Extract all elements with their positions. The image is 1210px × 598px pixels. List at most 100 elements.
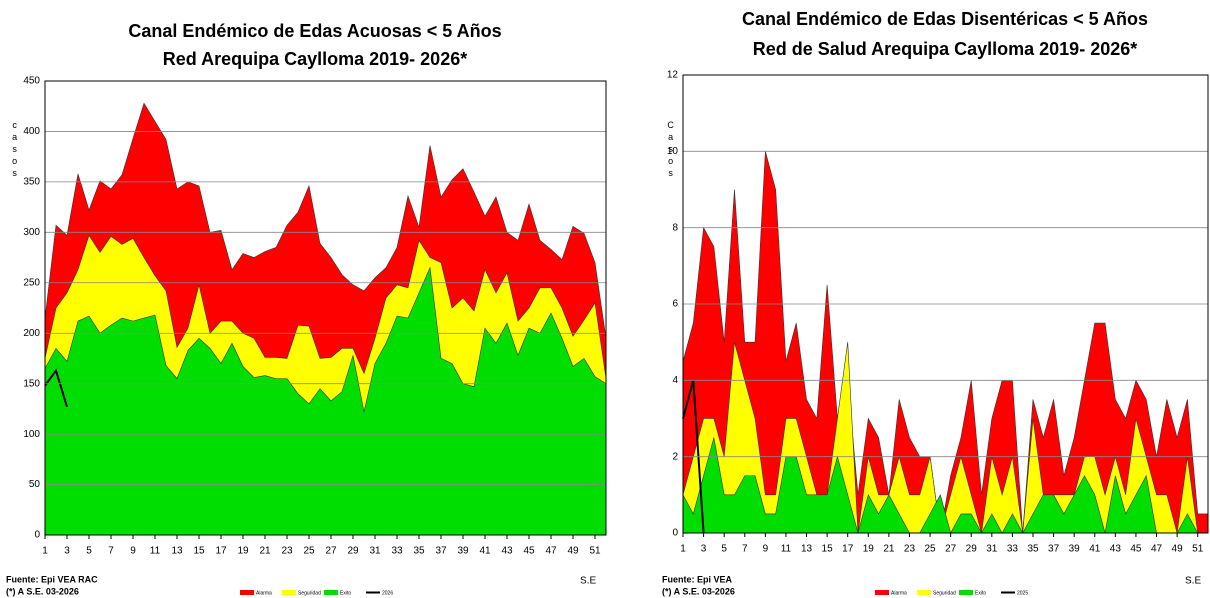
x-tick-label: 37 (1048, 544, 1060, 555)
x-tick-label: 1 (680, 544, 686, 555)
chart: Canal Endémico de Edas Disentéricas < 5 … (662, 9, 1209, 596)
x-tick-label: 3 (64, 546, 70, 557)
x-tick-label: 25 (303, 546, 315, 557)
x-tick-label: 21 (259, 546, 271, 557)
x-tick-label: 33 (391, 546, 403, 557)
legend-swatch (1001, 591, 1015, 594)
legend-swatch (917, 590, 931, 595)
x-tick-label: 31 (986, 544, 998, 555)
x-tick-label: 23 (904, 544, 916, 555)
note: (*) A S.E. 03-2026 (6, 586, 79, 596)
y-tick-label: 50 (29, 479, 41, 490)
source: Fuente: Epi VEA (662, 574, 733, 584)
x-tick-label: 39 (457, 546, 469, 557)
x-tick-label: 25 (924, 544, 936, 555)
x-tick-label: 35 (413, 546, 425, 557)
x-tick-label: 9 (130, 546, 136, 557)
x-tick-label: 17 (842, 544, 854, 555)
legend-swatch (240, 590, 254, 595)
x-axis-label: S.E (580, 576, 596, 587)
x-tick-label: 19 (237, 546, 249, 557)
chart-subtitle: Red Arequipa Caylloma 2019- 2026* (163, 49, 467, 69)
x-tick-label: 5 (86, 546, 92, 557)
x-tick-label: 15 (822, 544, 834, 555)
legend-swatch (324, 590, 338, 595)
y-tick-label: 400 (23, 126, 40, 137)
x-tick-label: 29 (966, 544, 978, 555)
y-tick-label: 6 (672, 299, 678, 310)
legend-swatch (875, 590, 889, 595)
x-tick-label: 11 (781, 544, 792, 555)
line (44, 368, 68, 408)
x-tick-label: 17 (215, 546, 227, 557)
x-axis-label: S.E (1185, 576, 1201, 587)
source: Fuente: Epi VEA RAC (6, 574, 98, 584)
x-tick-label: 51 (1192, 544, 1204, 555)
x-tick-label: 37 (435, 546, 447, 557)
x-tick-label: 7 (108, 546, 114, 557)
y-tick-label: 450 (23, 76, 40, 87)
x-tick-label: 11 (150, 546, 161, 557)
x-tick-label: 45 (523, 546, 535, 557)
x-tick-label: 51 (589, 546, 601, 557)
x-tick-label: 41 (1089, 544, 1101, 555)
x-tick-label: 1 (42, 546, 48, 557)
x-tick-label: 7 (742, 544, 748, 555)
y-tick-label: 12 (667, 70, 679, 81)
y-tick-label: 10 (667, 146, 679, 157)
legend-label: Seguridad (298, 590, 321, 596)
x-tick-label: 13 (801, 544, 813, 555)
y-tick-label: 200 (23, 328, 40, 339)
x-tick-label: 47 (1151, 544, 1163, 555)
y-tick-label: 300 (23, 227, 40, 238)
y-axis-label: casos (10, 120, 20, 180)
legend-label: Seguridad (933, 590, 956, 596)
x-tick-label: 47 (545, 546, 557, 557)
legend-swatch (366, 591, 380, 594)
x-tick-label: 43 (1110, 544, 1122, 555)
y-tick-label: 250 (23, 277, 40, 288)
x-tick-label: 9 (763, 544, 769, 555)
x-tick-label: 49 (1172, 544, 1184, 555)
legend-label: 2025 (1017, 590, 1028, 596)
legend-label: 2026 (382, 590, 393, 596)
plot-frame (44, 80, 607, 536)
x-tick-label: 43 (501, 546, 513, 557)
y-tick-label: 350 (23, 177, 40, 188)
y-tick-label: 0 (672, 528, 678, 539)
legend-label: Alarma (891, 590, 907, 596)
area (44, 266, 607, 536)
x-tick-label: 3 (701, 544, 707, 555)
x-tick-label: 39 (1069, 544, 1081, 555)
x-tick-label: 49 (567, 546, 579, 557)
y-tick-label: 0 (34, 530, 40, 541)
x-tick-label: 29 (347, 546, 359, 557)
x-tick-label: 41 (479, 546, 491, 557)
x-tick-label: 27 (325, 546, 337, 557)
note: (*) A S.E. 03-2026 (662, 586, 735, 596)
x-tick-label: 5 (721, 544, 727, 555)
y-tick-label: 150 (23, 378, 40, 389)
y-tick-label: 8 (672, 222, 678, 233)
legend-swatch (959, 590, 973, 595)
x-tick-label: 13 (171, 546, 183, 557)
y-tick-label: 100 (23, 429, 40, 440)
chart-title: Canal Endémico de Edas Disentéricas < 5 … (742, 9, 1148, 29)
y-axis-label: Casos (666, 120, 676, 180)
area (682, 437, 1208, 535)
chart: Canal Endémico de Edas Acuosas < 5 Años R… (6, 21, 607, 596)
chart-subtitle: Red de Salud Arequipa Caylloma 2019- 202… (753, 39, 1138, 59)
legend-swatch (282, 590, 296, 595)
x-tick-label: 23 (281, 546, 293, 557)
y-tick-label: 2 (672, 451, 678, 462)
y-tick-label: 4 (672, 375, 678, 386)
legend-label: Alarma (256, 590, 272, 596)
x-tick-label: 33 (1007, 544, 1019, 555)
x-tick-label: 35 (1027, 544, 1039, 555)
legend-label: Exito (340, 590, 351, 596)
x-tick-label: 31 (369, 546, 381, 557)
x-tick-label: 15 (193, 546, 205, 557)
chart-title: Canal Endémico de Edas Acuosas < 5 Años (128, 21, 501, 41)
plot-frame (682, 74, 1209, 534)
